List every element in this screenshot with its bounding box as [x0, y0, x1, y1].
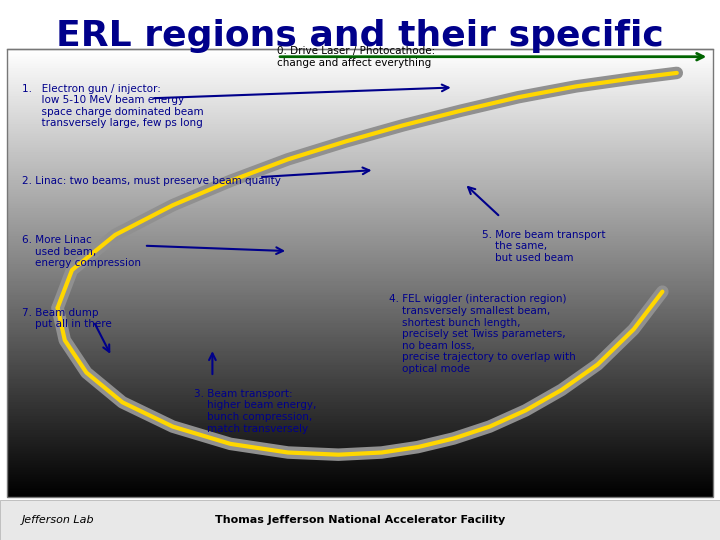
Text: ERL regions and their specific: ERL regions and their specific	[56, 19, 664, 53]
Text: 1.   Electron gun / injector:
      low 5-10 MeV beam energy
      space charge : 1. Electron gun / injector: low 5-10 MeV…	[22, 84, 203, 129]
Bar	[0, 500, 720, 540]
Text: Jefferson Lab: Jefferson Lab	[22, 515, 94, 525]
Text: 6. More Linac
    used beam,
    energy compression: 6. More Linac used beam, energy compress…	[22, 235, 140, 268]
Text: Thomas Jefferson National Accelerator Facility: Thomas Jefferson National Accelerator Fa…	[215, 515, 505, 525]
Text: 7. Beam dump
    put all in there: 7. Beam dump put all in there	[22, 308, 112, 329]
Text: 2. Linac: two beams, must preserve beam quality: 2. Linac: two beams, must preserve beam …	[22, 176, 281, 186]
Text: 0. Drive Laser / Photocathode:
change and affect everything: 0. Drive Laser / Photocathode: change an…	[277, 46, 436, 68]
Text: 4. FEL wiggler (interaction region)
    transversely smallest beam,
    shortest: 4. FEL wiggler (interaction region) tran…	[389, 294, 575, 374]
Text: 5. More beam transport
    the same,
    but used beam: 5. More beam transport the same, but use…	[482, 230, 606, 262]
Bar	[7, 49, 713, 497]
Text: 3. Beam transport:
    higher beam energy,
    bunch compression,
    match tran: 3. Beam transport: higher beam energy, b…	[194, 389, 317, 434]
